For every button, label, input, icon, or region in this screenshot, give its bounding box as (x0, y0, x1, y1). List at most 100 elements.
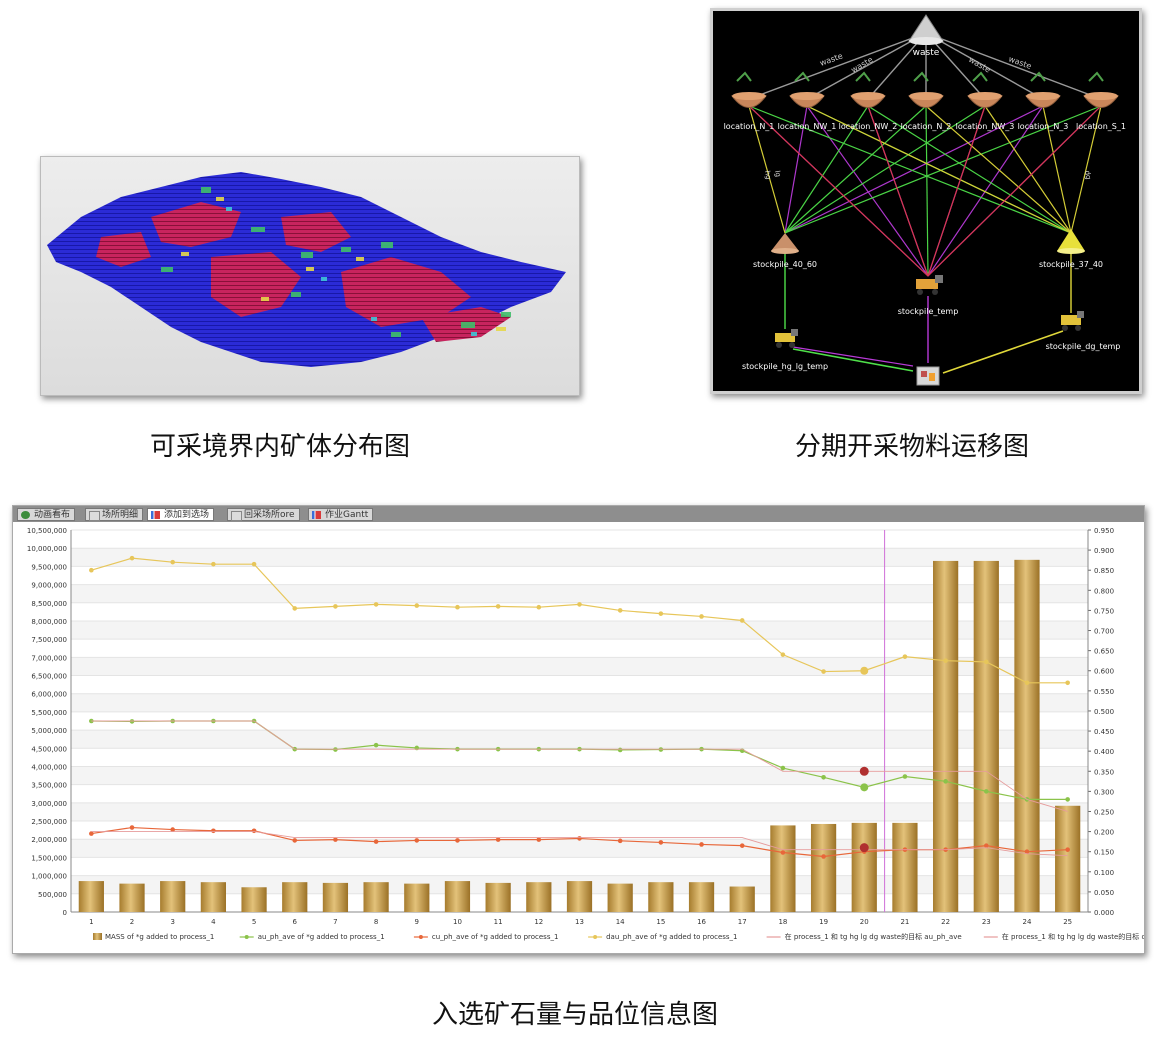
target-line (91, 831, 1068, 857)
grid-band (71, 548, 1088, 567)
y-right-tick-label: 0.800 (1094, 587, 1114, 595)
grade-point (984, 659, 989, 665)
grade-point (170, 559, 175, 565)
mass-bar (648, 882, 674, 912)
mass-bar (444, 881, 471, 912)
legend-swatch (93, 933, 102, 940)
excavator-icon (1030, 71, 1046, 82)
grid-band (71, 748, 1088, 767)
flow-map-caption: 分期开采物料运移图 (795, 432, 1030, 462)
x-tick-label: 10 (453, 918, 462, 926)
grid-band (71, 711, 1088, 731)
location-label: location_N_1 (724, 122, 775, 131)
mass-bar (485, 882, 511, 912)
ore-body-map (40, 156, 580, 396)
legend-swatch-dot (418, 935, 423, 939)
tab-site-detail[interactable]: 场所明细 (85, 508, 144, 521)
excavator-icon (1088, 71, 1104, 82)
grid-band (71, 584, 1088, 603)
x-tick-label: 19 (819, 918, 828, 926)
location-bowl-rim (851, 92, 885, 100)
x-tick-label: 4 (211, 918, 216, 926)
y-right-tick-label: 0.600 (1094, 668, 1114, 676)
grade-point (617, 838, 623, 844)
y-right-tick-label: 0.250 (1094, 808, 1114, 816)
grade-point (780, 850, 786, 855)
mass-bar (892, 822, 918, 912)
target-line (91, 720, 1068, 812)
grade-point (577, 836, 582, 841)
y-right-tick-label: 0.050 (1094, 889, 1114, 897)
grade-point (414, 603, 420, 608)
highlight-marker (859, 766, 869, 776)
x-tick-label: 22 (941, 918, 950, 926)
y-left-tick-label: 3,500,000 (31, 782, 67, 790)
animation-icon (21, 511, 30, 519)
y-left-tick-label: 4,500,000 (31, 745, 67, 753)
location-bowl-rim (790, 92, 824, 100)
tab-mining-site-ore[interactable]: 回采场所ore (227, 508, 300, 521)
grid-band (71, 693, 1088, 712)
excavator-icon (736, 71, 752, 82)
mass-bar (200, 882, 226, 912)
legend-swatch-dot (244, 935, 249, 939)
grade-point (1024, 849, 1030, 854)
list-icon (89, 511, 100, 521)
grid-band (71, 730, 1088, 749)
highlight-marker (859, 843, 869, 853)
grade-point (373, 742, 379, 748)
y-left-tick-label: 0 (63, 909, 67, 917)
excavator-icon (855, 71, 871, 82)
grid-band (71, 639, 1088, 658)
tab-add-to-plant[interactable]: 添加到选场 (147, 508, 215, 521)
mass-bar (322, 882, 349, 912)
grade-point (984, 843, 989, 848)
y-left-tick-label: 2,000,000 (31, 836, 67, 844)
waste-edge-label-3: waste (967, 55, 992, 75)
process-plant-icon (916, 366, 940, 386)
y-left-tick-label: 7,000,000 (31, 654, 67, 662)
location-bowl-rim (909, 92, 943, 100)
mass-bar (851, 822, 877, 912)
y-right-tick-label: 0.700 (1094, 628, 1114, 636)
grade-point (902, 774, 908, 779)
truck-icon (1061, 311, 1084, 331)
tab-job-gantt[interactable]: 作业Gantt (308, 508, 374, 521)
grade-point (821, 669, 826, 674)
y-right-tick-label: 0.400 (1094, 748, 1114, 756)
grade-point (211, 828, 216, 834)
mass-bar (160, 881, 186, 912)
grid-band (71, 530, 1088, 549)
mass-bar (1014, 559, 1040, 912)
stockpile-40-60-label: stockpile_40_60 (753, 260, 817, 269)
y-left-tick-label: 8,500,000 (31, 600, 67, 608)
grade-point (1065, 847, 1070, 852)
tab-animation[interactable]: 动画看布 (17, 508, 76, 521)
location-label: location_NW_1 (778, 122, 837, 131)
stockpile-40-60-node (771, 233, 799, 254)
grade-point (292, 838, 298, 843)
y-right-tick-label: 0.650 (1094, 648, 1114, 656)
x-tick-label: 1 (89, 918, 93, 926)
mass-bar (810, 823, 837, 912)
grade-point (455, 604, 460, 610)
grade-point (699, 614, 704, 619)
grade-point (373, 602, 379, 607)
grade-point (455, 838, 460, 843)
y-right-tick-label: 0.300 (1094, 788, 1114, 796)
location-label: location_NW_3 (956, 122, 1015, 131)
grade-point (617, 747, 623, 753)
x-tick-label: 9 (415, 918, 419, 926)
grade-point (251, 828, 257, 834)
legend-label: au_ph_ave of *g added to process_1 (258, 933, 385, 941)
y-left-tick-label: 10,000,000 (27, 545, 67, 553)
excavator-icon (913, 71, 929, 82)
location-label: location_NW_2 (839, 122, 898, 131)
stockpile-temp-label: stockpile_temp (898, 307, 959, 316)
grade-point (821, 854, 826, 859)
mass-bar (526, 882, 552, 912)
x-tick-label: 17 (738, 918, 747, 926)
grade-point (495, 837, 501, 842)
waste-node (908, 14, 944, 45)
location-bowl-rim (732, 92, 766, 100)
